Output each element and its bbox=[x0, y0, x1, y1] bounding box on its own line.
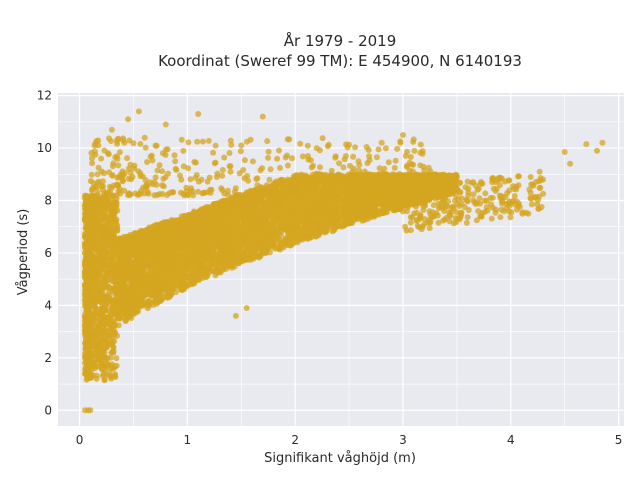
data-point bbox=[115, 322, 122, 329]
data-point bbox=[138, 302, 145, 309]
data-point bbox=[112, 374, 119, 380]
data-point bbox=[189, 281, 195, 288]
data-points bbox=[82, 108, 606, 414]
data-point bbox=[256, 254, 263, 261]
data-point bbox=[99, 366, 106, 373]
data-point bbox=[101, 377, 108, 384]
chart-title: År 1979 - 2019 bbox=[284, 31, 397, 50]
data-point bbox=[109, 349, 116, 355]
chart-subtitle: Koordinat (Sweref 99 TM): E 454900, N 61… bbox=[158, 52, 522, 70]
data-point bbox=[100, 324, 106, 331]
data-point bbox=[113, 355, 120, 362]
data-point bbox=[166, 293, 173, 300]
data-point bbox=[264, 218, 271, 225]
